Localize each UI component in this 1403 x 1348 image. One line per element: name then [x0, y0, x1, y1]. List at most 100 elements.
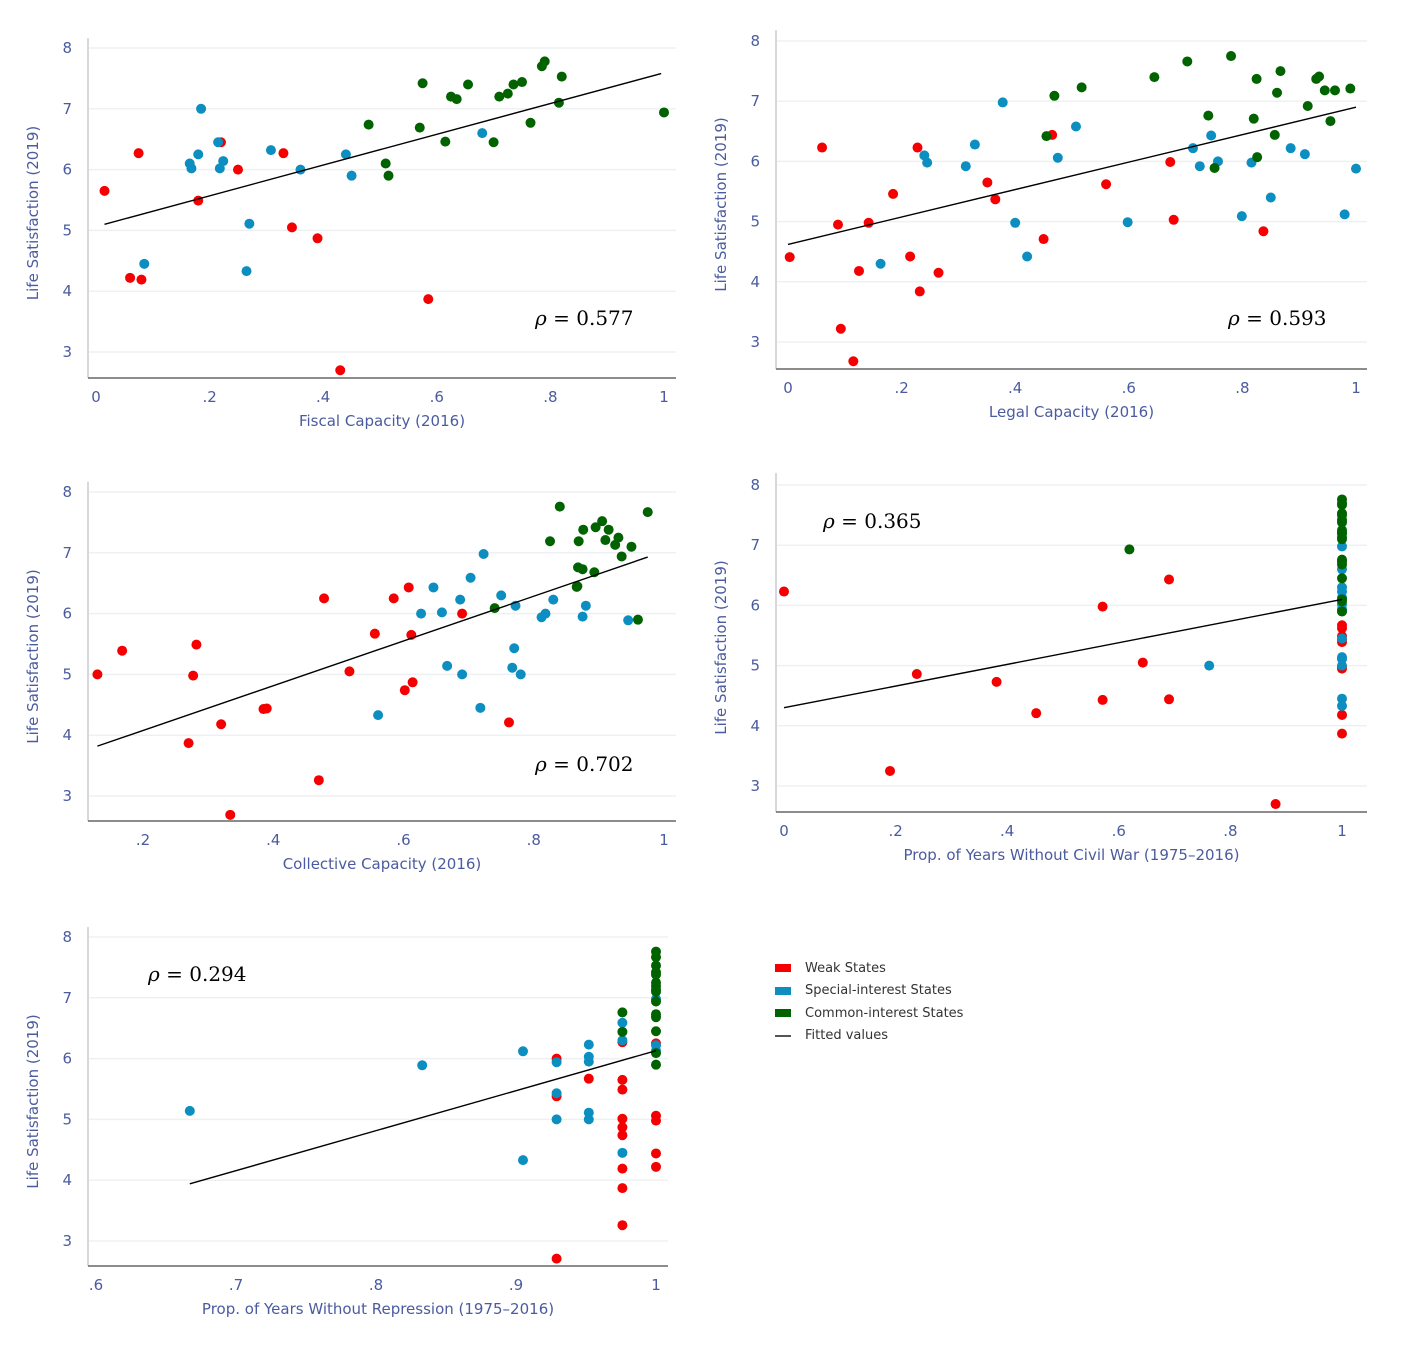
point-special: [436, 607, 447, 618]
point-weak: [779, 586, 789, 597]
y-tick-label: 6: [62, 1050, 72, 1068]
point-common: [414, 122, 425, 133]
y-tick-label: 6: [750, 596, 760, 614]
point-weak: [905, 251, 916, 262]
point-special: [186, 163, 197, 174]
point-weak: [835, 323, 846, 334]
point-special: [1337, 633, 1347, 644]
point-common: [617, 1007, 628, 1018]
point-weak: [423, 294, 434, 305]
point-common: [517, 77, 527, 88]
y-tick-label: 3: [62, 787, 72, 805]
point-common: [651, 1059, 661, 1070]
point-common: [417, 78, 428, 89]
x-tick-label: .4: [316, 388, 330, 406]
point-weak: [1038, 234, 1049, 245]
x-axis-title: Prop. of Years Without Repression (1975–…: [202, 1300, 554, 1318]
point-weak: [335, 365, 346, 376]
y-tick-label: 8: [750, 32, 760, 50]
point-weak: [832, 219, 843, 230]
point-special: [1206, 130, 1217, 141]
point-special: [617, 1017, 628, 1028]
point-common: [1124, 544, 1135, 555]
correlation-annotation: ρ = 0.702: [534, 752, 634, 776]
fitted-line: [189, 1050, 657, 1185]
y-tick-label: 3: [750, 777, 760, 795]
point-special: [416, 608, 427, 619]
point-weak: [854, 265, 864, 276]
point-weak: [551, 1253, 562, 1264]
legend-line-fitted: [775, 1034, 791, 1037]
point-common: [494, 91, 505, 102]
point-special: [457, 669, 468, 680]
point-weak: [278, 148, 289, 159]
correlation-annotation: ρ = 0.593: [1227, 306, 1327, 330]
x-tick-label: .6: [430, 388, 444, 406]
point-weak: [617, 1130, 628, 1141]
legend-label: Fitted values: [805, 1028, 889, 1044]
point-common: [577, 564, 588, 575]
point-common: [1337, 499, 1347, 510]
point-common: [603, 524, 614, 535]
point-special: [875, 258, 886, 269]
point-weak: [617, 1220, 628, 1231]
chart-collective-capacity: 3 4 5 6 7 8 .2 .4 .6 .8 1 Collective Capacity (2016…: [24, 482, 676, 873]
point-common: [1314, 71, 1325, 82]
point-weak: [885, 765, 896, 776]
x-axis-title: Fiscal Capacity (2016): [299, 412, 465, 430]
point-special: [373, 710, 384, 721]
point-common: [1337, 606, 1347, 617]
point-special: [346, 170, 357, 181]
point-special: [455, 594, 466, 605]
point-weak: [261, 703, 272, 714]
correlation-annotation: ρ = 0.365: [822, 509, 922, 533]
point-special: [551, 1088, 562, 1099]
point-special: [1337, 700, 1347, 711]
y-tick-label: 7: [750, 92, 760, 110]
y-axis-title: Life Satisfaction (2019): [24, 1014, 42, 1188]
chart-fiscal-capacity: 3 4 5 6 7 8 0 .2 .4 .6 .8 1 Fiscal Capacity (2016) Li…: [24, 38, 676, 430]
x-tick-label: 1: [1351, 379, 1361, 397]
point-special: [1337, 541, 1347, 552]
point-weak: [1031, 708, 1042, 719]
point-special: [340, 149, 351, 160]
y-tick-label: 3: [750, 333, 760, 351]
legend-item-common: Common-interest States: [775, 1002, 963, 1025]
y-tick-label: 7: [62, 544, 72, 562]
point-weak: [1164, 694, 1175, 705]
point-weak: [1168, 214, 1179, 225]
point-special: [265, 145, 276, 156]
point-weak: [617, 1183, 628, 1194]
point-special: [244, 218, 255, 229]
point-common: [1302, 101, 1313, 112]
point-weak: [617, 1074, 628, 1085]
point-special: [1236, 211, 1247, 222]
point-common: [1269, 129, 1280, 140]
chart-legal-capacity: 3 4 5 6 7 8 0 .2 .4 .6 .8 1 Legal Capacity (2016) Lif…: [712, 30, 1367, 421]
y-tick-label: 7: [62, 100, 72, 118]
point-common: [1325, 116, 1336, 127]
point-common: [642, 507, 653, 518]
point-special: [213, 137, 224, 148]
point-special: [475, 702, 486, 713]
point-special: [623, 615, 634, 626]
point-common: [626, 541, 637, 552]
y-tick-label: 6: [62, 161, 72, 179]
point-weak: [344, 666, 355, 677]
point-weak: [1137, 657, 1148, 668]
x-tick-label: .6: [396, 831, 410, 849]
point-common: [1248, 113, 1259, 124]
point-common: [1345, 83, 1356, 94]
point-special: [193, 149, 204, 160]
y-tick-label: 8: [62, 483, 72, 501]
point-special: [442, 660, 453, 671]
point-common: [651, 996, 661, 1007]
point-special: [515, 669, 526, 680]
chart-civil-war: 3 4 5 6 7 8 0 .2 .4 .6 .8 1 Prop. of Years Without C…: [712, 473, 1367, 864]
y-tick-label: 7: [62, 989, 72, 1007]
point-common: [508, 79, 519, 90]
point-weak: [914, 286, 925, 297]
point-common: [1337, 559, 1347, 570]
legend-label: Special-interest States: [805, 983, 952, 999]
point-common: [651, 1012, 661, 1023]
